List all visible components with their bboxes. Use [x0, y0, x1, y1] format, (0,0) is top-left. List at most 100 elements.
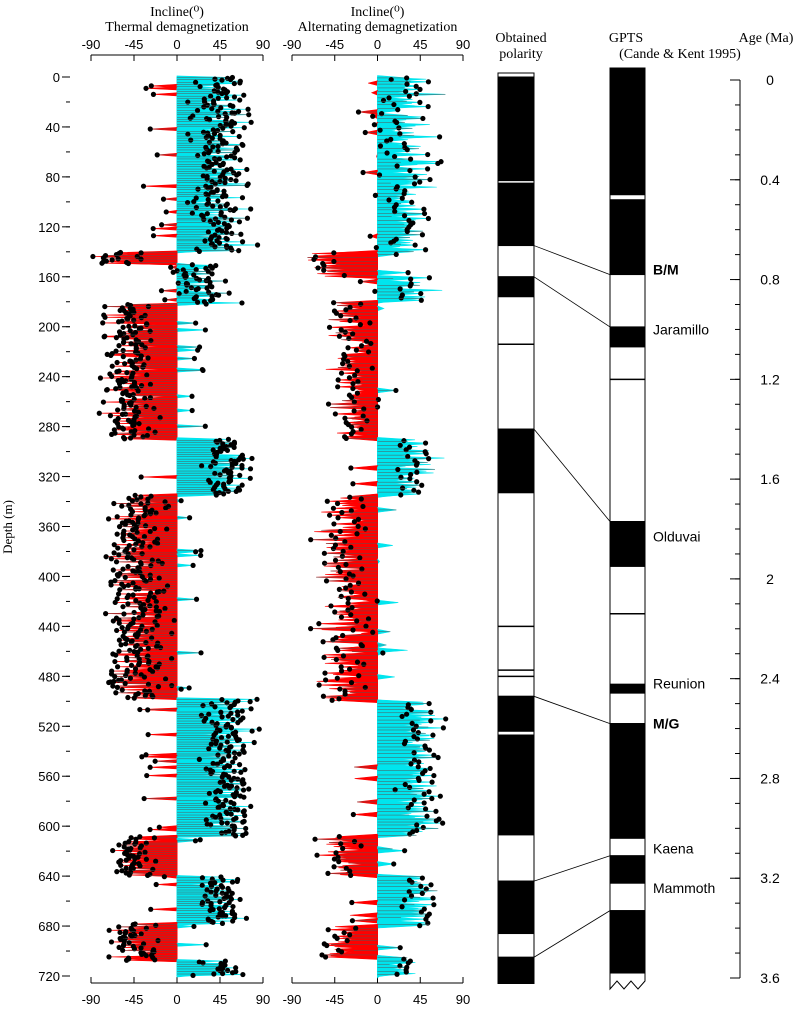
sample-point: [226, 479, 231, 484]
reversed-polarity-band: [498, 297, 534, 429]
sample-point: [212, 169, 217, 174]
sample-point: [198, 548, 203, 553]
sample-point: [321, 263, 326, 268]
sample-point: [220, 921, 225, 926]
sample-point: [148, 511, 153, 516]
sample-point: [405, 229, 410, 234]
sample-point: [248, 476, 253, 481]
sample-point: [226, 734, 231, 739]
sample-point: [206, 746, 211, 751]
sample-point: [428, 766, 433, 771]
sample-point: [144, 404, 149, 409]
obtained-title-line2: polarity: [499, 47, 543, 62]
sample-point: [257, 727, 262, 732]
sample-point: [144, 322, 149, 327]
sample-point: [434, 818, 439, 823]
gpts-normal-chron: [610, 327, 645, 347]
sample-point: [239, 465, 244, 470]
sample-point: [112, 659, 117, 664]
sample-point: [215, 144, 220, 149]
sample-point: [220, 878, 225, 883]
sample-point: [416, 759, 421, 764]
sample-point: [145, 355, 150, 360]
sample-point: [414, 479, 419, 484]
x-tick-label: -45: [325, 992, 344, 1007]
sample-point: [414, 822, 419, 827]
sample-point: [168, 265, 173, 270]
sample-point: [229, 725, 234, 730]
inclination-wedge: [150, 766, 177, 769]
sample-point: [246, 112, 251, 117]
sample-point: [331, 521, 336, 526]
sample-point: [229, 778, 234, 783]
sample-point: [220, 126, 225, 131]
sample-point: [245, 216, 250, 221]
sample-point: [99, 261, 104, 266]
tie-line: [534, 856, 610, 881]
sample-point: [148, 329, 153, 334]
gpts-normal-chron: [610, 724, 645, 839]
sample-point: [411, 727, 416, 732]
sample-point: [327, 513, 332, 518]
sample-point: [427, 747, 432, 752]
sample-point: [426, 789, 431, 794]
sample-point: [325, 499, 330, 504]
sample-point: [187, 515, 192, 520]
age-tick-label: 1.6: [760, 471, 780, 487]
sample-point: [148, 907, 153, 912]
sample-point: [121, 340, 126, 345]
sample-point: [339, 510, 344, 515]
sample-point: [124, 370, 129, 375]
sample-point: [221, 491, 226, 496]
sample-point: [216, 149, 221, 154]
sample-point: [227, 291, 232, 296]
sample-point: [222, 180, 227, 185]
sample-point: [252, 740, 257, 745]
sample-point: [116, 842, 121, 847]
sample-point: [136, 615, 141, 620]
sample-point: [426, 79, 431, 84]
sample-point: [233, 178, 238, 183]
sample-point: [237, 473, 242, 478]
sample-point: [117, 930, 122, 935]
sample-point: [414, 91, 419, 96]
sample-point: [404, 81, 409, 86]
depth-tick-label: 240: [38, 370, 60, 385]
sample-point: [408, 157, 413, 162]
x-tick-label: 90: [256, 37, 270, 52]
sample-point: [328, 603, 333, 608]
sample-point: [123, 641, 128, 646]
sample-point: [120, 567, 125, 572]
sample-point: [240, 833, 245, 838]
sample-point: [138, 501, 143, 506]
sample-point: [157, 575, 162, 580]
sample-point: [350, 918, 355, 923]
sample-point: [332, 856, 337, 861]
gpts-reversed-chron: [610, 275, 645, 327]
sample-point: [314, 853, 319, 858]
sample-point: [110, 848, 115, 853]
sample-point: [153, 759, 158, 764]
sample-point: [206, 150, 211, 155]
inclination-wedge: [378, 559, 380, 564]
inclination-wedge: [151, 908, 177, 911]
sample-point: [218, 174, 223, 179]
depth-tick-label: 80: [46, 170, 60, 185]
sample-point: [423, 440, 428, 445]
sample-point: [144, 773, 149, 778]
sample-point: [138, 845, 143, 850]
sample-point: [339, 668, 344, 673]
sample-point: [422, 800, 427, 805]
sample-point: [409, 893, 414, 898]
sample-point: [391, 861, 396, 866]
age-tick-label: 0: [766, 72, 774, 88]
sample-point: [128, 403, 133, 408]
gpts-normal-chron: [610, 522, 645, 567]
sample-point: [237, 80, 242, 85]
sample-point: [350, 386, 355, 391]
sample-point: [229, 217, 234, 222]
sample-point: [216, 805, 221, 810]
sample-point: [420, 891, 425, 896]
sample-point: [106, 954, 111, 959]
